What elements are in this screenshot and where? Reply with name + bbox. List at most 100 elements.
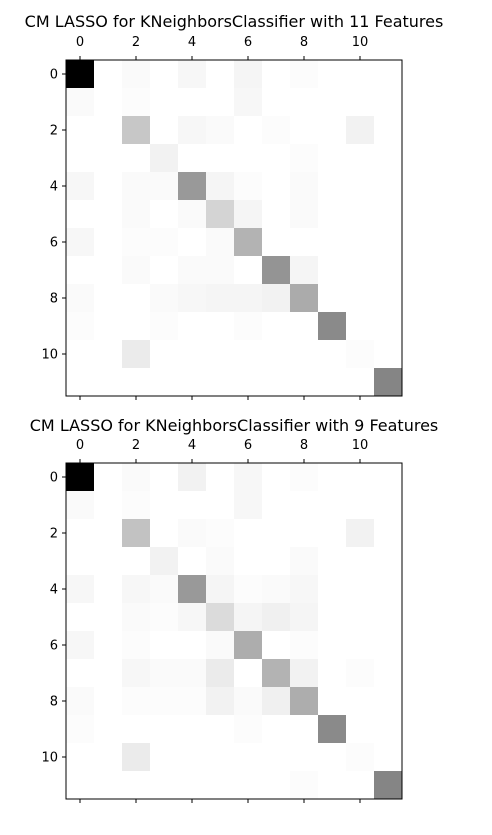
- heatmap-cell: [318, 200, 347, 229]
- x-tick-label: 2: [132, 438, 140, 453]
- heatmap-cell: [346, 519, 375, 548]
- heatmap-cell: [66, 519, 95, 548]
- heatmap-cell: [318, 228, 347, 257]
- heatmap-cell: [290, 575, 319, 604]
- heatmap-cell: [346, 88, 375, 117]
- heatmap-cell: [262, 340, 291, 369]
- heatmap-cell: [234, 256, 263, 285]
- heatmap-cell: [318, 116, 347, 145]
- heatmap-cell: [206, 60, 235, 89]
- heatmap-cell: [290, 687, 319, 716]
- heatmap-cell: [178, 116, 207, 145]
- heatmap-cell: [262, 491, 291, 520]
- heatmap-cell: [122, 144, 151, 173]
- heatmap-cell: [290, 659, 319, 688]
- heatmap-cell: [206, 519, 235, 548]
- heatmap-cell: [318, 340, 347, 369]
- heatmap-cell: [206, 116, 235, 145]
- heatmap-cell: [374, 463, 403, 492]
- heatmap-cell: [234, 519, 263, 548]
- heatmap-cell: [318, 368, 347, 397]
- heatmap-cell: [262, 603, 291, 632]
- heatmap-cell: [66, 172, 95, 201]
- heatmap-cell: [150, 312, 179, 341]
- heatmap-cell: [290, 116, 319, 145]
- heatmap-cell: [206, 200, 235, 229]
- heatmap-cell: [150, 743, 179, 772]
- heatmap-cell: [66, 491, 95, 520]
- heatmap-cell: [94, 687, 123, 716]
- heatmap-cell: [290, 463, 319, 492]
- heatmap-cell: [150, 368, 179, 397]
- heatmap-cell: [150, 256, 179, 285]
- heatmap-cell: [374, 312, 403, 341]
- heatmap-cell: [346, 463, 375, 492]
- heatmap-cell: [150, 200, 179, 229]
- heatmap-cell: [206, 547, 235, 576]
- heatmap-cell: [346, 312, 375, 341]
- x-tick-label: 6: [244, 438, 252, 453]
- heatmap-cell: [94, 631, 123, 660]
- heatmap-cell: [262, 687, 291, 716]
- heatmap-cell: [178, 284, 207, 313]
- heatmap-cell: [234, 575, 263, 604]
- heatmap-cell: [94, 463, 123, 492]
- heatmap-cell: [318, 715, 347, 744]
- heatmap-cell: [346, 144, 375, 173]
- heatmap-cell: [94, 368, 123, 397]
- heatmap-cell: [234, 340, 263, 369]
- heatmap-cell: [150, 771, 179, 800]
- heatmap-cell: [206, 603, 235, 632]
- heatmap-cell: [262, 200, 291, 229]
- heatmap-cell: [94, 88, 123, 117]
- heatmap-cell: [178, 575, 207, 604]
- heatmap-cell: [206, 228, 235, 257]
- heatmap-cell: [374, 256, 403, 285]
- heatmap-cell: [290, 144, 319, 173]
- heatmap-cell: [178, 603, 207, 632]
- heatmap-cell: [234, 491, 263, 520]
- heatmap-cell: [346, 340, 375, 369]
- y-tick-label: 4: [50, 583, 58, 598]
- heatmap-cell: [178, 256, 207, 285]
- heatmap-cells: [66, 463, 403, 800]
- heatmap-cell: [94, 340, 123, 369]
- heatmap-cell: [122, 368, 151, 397]
- heatmap-cell: [122, 172, 151, 201]
- heatmap-cell: [122, 491, 151, 520]
- heatmap-cell: [178, 547, 207, 576]
- heatmap-cell: [290, 771, 319, 800]
- heatmap-cell: [234, 631, 263, 660]
- heatmap-cell: [66, 144, 95, 173]
- heatmap-cell: [206, 368, 235, 397]
- x-tick-label: 0: [76, 438, 84, 453]
- y-tick-label: 4: [50, 180, 58, 195]
- heatmap-cell: [150, 284, 179, 313]
- heatmap-cell: [66, 256, 95, 285]
- heatmap-cell: [206, 463, 235, 492]
- heatmap-cell: [346, 200, 375, 229]
- heatmap-cell: [262, 743, 291, 772]
- heatmap-cell: [234, 687, 263, 716]
- heatmap-cell: [94, 60, 123, 89]
- heatmap-cell: [346, 771, 375, 800]
- heatmap-cell: [346, 116, 375, 145]
- heatmap-cell: [374, 547, 403, 576]
- heatmap-cell: [262, 172, 291, 201]
- confusion-matrix-chart: CM LASSO for KNeighborsClassifier with 9…: [30, 416, 438, 803]
- heatmap-cell: [262, 547, 291, 576]
- heatmap-cell: [94, 659, 123, 688]
- heatmap-cell: [234, 172, 263, 201]
- heatmap-cell: [66, 771, 95, 800]
- heatmap-cell: [206, 687, 235, 716]
- heatmap-cell: [318, 60, 347, 89]
- x-tick-label: 10: [352, 35, 369, 50]
- heatmap-cell: [290, 603, 319, 632]
- heatmap-cell: [290, 715, 319, 744]
- heatmap-cell: [66, 547, 95, 576]
- heatmap-cell: [318, 284, 347, 313]
- heatmap-cell: [94, 228, 123, 257]
- heatmap-cell: [150, 603, 179, 632]
- heatmap-cell: [234, 312, 263, 341]
- heatmap-cell: [66, 463, 95, 492]
